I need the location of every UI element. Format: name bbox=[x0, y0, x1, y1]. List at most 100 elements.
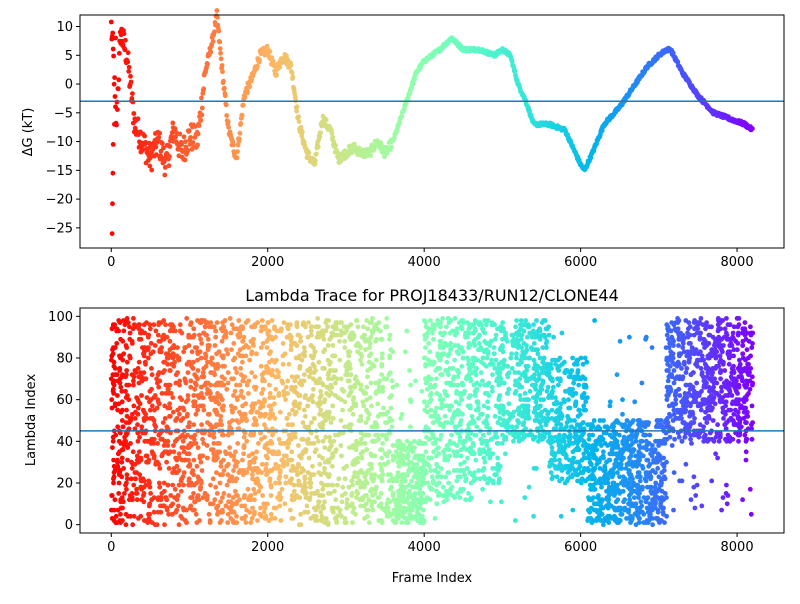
lambda-point bbox=[336, 506, 341, 511]
delta-g-point bbox=[215, 8, 220, 13]
lambda-point bbox=[135, 422, 140, 427]
lambda-point bbox=[268, 391, 273, 396]
lambda-point bbox=[672, 408, 677, 413]
lambda-point bbox=[534, 318, 539, 323]
lambda-point bbox=[164, 506, 169, 511]
lambda-point bbox=[684, 383, 689, 388]
lambda-point bbox=[111, 387, 116, 392]
lambda-point bbox=[198, 337, 203, 342]
lambda-point bbox=[136, 366, 141, 371]
lambda-point bbox=[635, 474, 640, 479]
lambda-point bbox=[337, 358, 342, 363]
delta-g-point bbox=[289, 63, 294, 68]
lambda-point bbox=[493, 337, 498, 342]
lambda-point bbox=[131, 316, 136, 321]
lambda-point bbox=[500, 320, 505, 325]
lambda-point bbox=[718, 354, 723, 359]
lambda-point bbox=[264, 472, 269, 477]
lambda-point bbox=[495, 456, 500, 461]
delta-g-point bbox=[211, 39, 216, 44]
lambda-point bbox=[322, 412, 327, 417]
lambda-point bbox=[136, 406, 141, 411]
lambda-point bbox=[715, 422, 720, 427]
lambda-point bbox=[322, 466, 327, 471]
lambda-point bbox=[447, 408, 452, 413]
lambda-point bbox=[748, 487, 753, 492]
lambda-point bbox=[328, 439, 333, 444]
delta-g-outlier-point bbox=[111, 142, 116, 147]
lambda-point bbox=[374, 358, 379, 363]
lambda-point bbox=[283, 397, 288, 402]
lambda-point bbox=[235, 397, 240, 402]
lambda-point bbox=[113, 372, 118, 377]
lambda-point bbox=[506, 387, 511, 392]
delta-g-point bbox=[399, 114, 404, 119]
lambda-point bbox=[672, 437, 677, 442]
lambda-point bbox=[471, 443, 476, 448]
lambda-point bbox=[317, 360, 322, 365]
delta-g-point bbox=[330, 135, 335, 140]
lambda-point bbox=[279, 518, 284, 523]
lambda-point bbox=[326, 358, 331, 363]
lambda-point bbox=[546, 385, 551, 390]
lambda-point bbox=[326, 376, 331, 381]
lambda-point bbox=[213, 485, 218, 490]
lambda-point bbox=[384, 316, 389, 321]
delta-g-x-tick-label: 2000 bbox=[251, 255, 284, 270]
lambda-point bbox=[215, 320, 220, 325]
lambda-point bbox=[688, 433, 693, 438]
lambda-point bbox=[298, 512, 303, 517]
delta-g-point bbox=[389, 145, 394, 150]
lambda-point bbox=[672, 381, 677, 386]
lambda-point bbox=[486, 318, 491, 323]
lambda-point bbox=[426, 341, 431, 346]
lambda-point bbox=[340, 499, 345, 504]
lambda-point bbox=[181, 349, 186, 354]
delta-g-point bbox=[224, 113, 229, 118]
lambda-point bbox=[650, 345, 655, 350]
lambda-point bbox=[407, 460, 412, 465]
lambda-point bbox=[644, 479, 649, 484]
delta-g-point bbox=[235, 155, 240, 160]
lambda-point bbox=[333, 368, 338, 373]
delta-g-point bbox=[127, 65, 132, 70]
lambda-point bbox=[302, 408, 307, 413]
lambda-point bbox=[713, 451, 718, 456]
lambda-point bbox=[327, 460, 332, 465]
delta-g-point bbox=[199, 118, 204, 123]
lambda-point bbox=[227, 445, 232, 450]
lambda-point bbox=[721, 495, 726, 500]
lambda-point bbox=[744, 437, 749, 442]
lambda-point bbox=[182, 470, 187, 475]
lambda-point bbox=[164, 460, 169, 465]
lambda-point bbox=[349, 406, 354, 411]
delta-g-point bbox=[201, 86, 206, 91]
lambda-point bbox=[318, 389, 323, 394]
delta-g-point bbox=[231, 143, 236, 148]
lambda-point bbox=[142, 418, 147, 423]
lambda-point bbox=[143, 360, 148, 365]
lambda-point bbox=[462, 460, 467, 465]
delta-g-point bbox=[291, 75, 296, 80]
lambda-point bbox=[434, 489, 439, 494]
lambda-point bbox=[331, 416, 336, 421]
delta-g-point bbox=[219, 56, 224, 61]
lambda-point bbox=[238, 383, 243, 388]
lambda-point bbox=[734, 397, 739, 402]
lambda-point bbox=[252, 416, 257, 421]
lambda-point bbox=[722, 368, 727, 373]
lambda-point bbox=[132, 374, 137, 379]
lambda-point bbox=[575, 479, 580, 484]
lambda-point bbox=[622, 483, 627, 488]
lambda-point bbox=[382, 462, 387, 467]
delta-g-y-axis-label: ΔG (kT) bbox=[21, 108, 36, 157]
lambda-point bbox=[324, 483, 329, 488]
lambda-point bbox=[560, 331, 565, 336]
delta-g-plot-area bbox=[80, 15, 784, 248]
lambda-point bbox=[158, 504, 163, 509]
lambda-point bbox=[228, 516, 233, 521]
lambda-point bbox=[138, 401, 143, 406]
lambda-point bbox=[497, 393, 502, 398]
lambda-point bbox=[122, 491, 127, 496]
delta-g-x-tick-label: 6000 bbox=[564, 255, 597, 270]
